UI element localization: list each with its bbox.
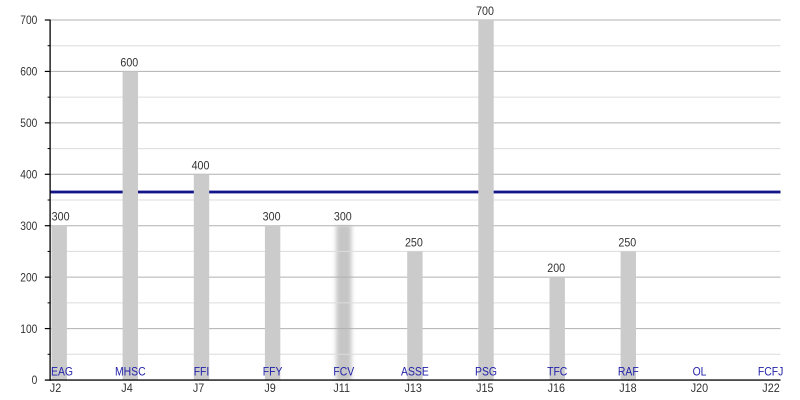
svg-text:OL: OL — [693, 366, 707, 379]
svg-text:FFY: FFY — [263, 366, 283, 379]
svg-text:500: 500 — [20, 118, 37, 131]
svg-text:0: 0 — [32, 375, 38, 388]
svg-text:J2: J2 — [50, 382, 61, 395]
svg-text:300: 300 — [334, 211, 352, 224]
svg-text:J18: J18 — [619, 382, 636, 395]
svg-text:FCV: FCV — [333, 366, 354, 379]
svg-text:RAF: RAF — [618, 366, 639, 379]
svg-text:J9: J9 — [264, 382, 275, 395]
svg-text:100: 100 — [20, 323, 37, 336]
svg-text:600: 600 — [20, 66, 37, 79]
svg-text:300: 300 — [52, 211, 70, 224]
svg-text:J7: J7 — [193, 382, 204, 395]
svg-text:200: 200 — [547, 263, 565, 276]
svg-text:250: 250 — [405, 237, 423, 250]
svg-text:700: 700 — [476, 5, 494, 18]
svg-text:ASSE: ASSE — [401, 366, 429, 379]
svg-text:J22: J22 — [762, 382, 779, 395]
svg-text:J15: J15 — [476, 382, 493, 395]
svg-text:J11: J11 — [333, 382, 350, 395]
svg-text:EAG: EAG — [51, 366, 73, 379]
svg-text:300: 300 — [20, 220, 37, 233]
svg-text:J13: J13 — [404, 382, 421, 395]
svg-text:600: 600 — [120, 57, 138, 70]
svg-text:200: 200 — [20, 272, 37, 285]
svg-text:PSG: PSG — [475, 366, 497, 379]
svg-text:FFI: FFI — [194, 366, 210, 379]
svg-text:300: 300 — [263, 211, 281, 224]
svg-text:400: 400 — [20, 169, 37, 182]
svg-text:250: 250 — [618, 237, 636, 250]
svg-text:400: 400 — [192, 160, 210, 173]
svg-text:J16: J16 — [548, 382, 565, 395]
svg-text:J20: J20 — [691, 382, 708, 395]
svg-text:TFC: TFC — [547, 366, 567, 379]
svg-text:MHSC: MHSC — [115, 366, 146, 379]
svg-text:700: 700 — [20, 15, 37, 28]
svg-text:J4: J4 — [121, 382, 133, 395]
svg-text:FCFJ: FCFJ — [758, 366, 783, 379]
